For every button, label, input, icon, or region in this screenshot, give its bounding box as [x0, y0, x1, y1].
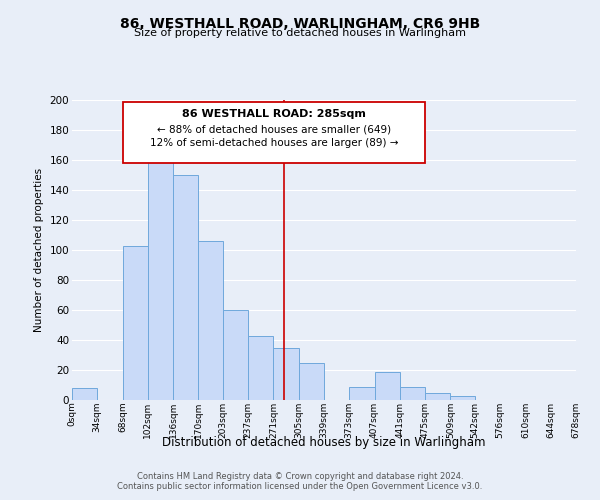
Text: 86 WESTHALL ROAD: 285sqm: 86 WESTHALL ROAD: 285sqm [182, 109, 366, 119]
Bar [299, 362, 324, 400]
Bar [349, 386, 374, 400]
FancyBboxPatch shape [122, 102, 425, 163]
Bar [400, 386, 425, 400]
Bar [274, 348, 299, 400]
Text: Distribution of detached houses by size in Warlingham: Distribution of detached houses by size … [162, 436, 486, 449]
Text: Size of property relative to detached houses in Warlingham: Size of property relative to detached ho… [134, 28, 466, 38]
Text: 86, WESTHALL ROAD, WARLINGHAM, CR6 9HB: 86, WESTHALL ROAD, WARLINGHAM, CR6 9HB [120, 18, 480, 32]
Bar [248, 336, 274, 400]
Bar [148, 151, 173, 400]
Bar [199, 241, 223, 400]
Bar [223, 310, 248, 400]
Bar [72, 388, 97, 400]
Text: ← 88% of detached houses are smaller (649): ← 88% of detached houses are smaller (64… [157, 124, 391, 134]
Bar [425, 392, 451, 400]
Text: Contains public sector information licensed under the Open Government Licence v3: Contains public sector information licen… [118, 482, 482, 491]
Text: 12% of semi-detached houses are larger (89) →: 12% of semi-detached houses are larger (… [149, 138, 398, 147]
Bar [122, 246, 148, 400]
Text: Contains HM Land Registry data © Crown copyright and database right 2024.: Contains HM Land Registry data © Crown c… [137, 472, 463, 481]
Bar [374, 372, 400, 400]
Bar [451, 396, 475, 400]
Y-axis label: Number of detached properties: Number of detached properties [34, 168, 44, 332]
Bar [173, 175, 199, 400]
